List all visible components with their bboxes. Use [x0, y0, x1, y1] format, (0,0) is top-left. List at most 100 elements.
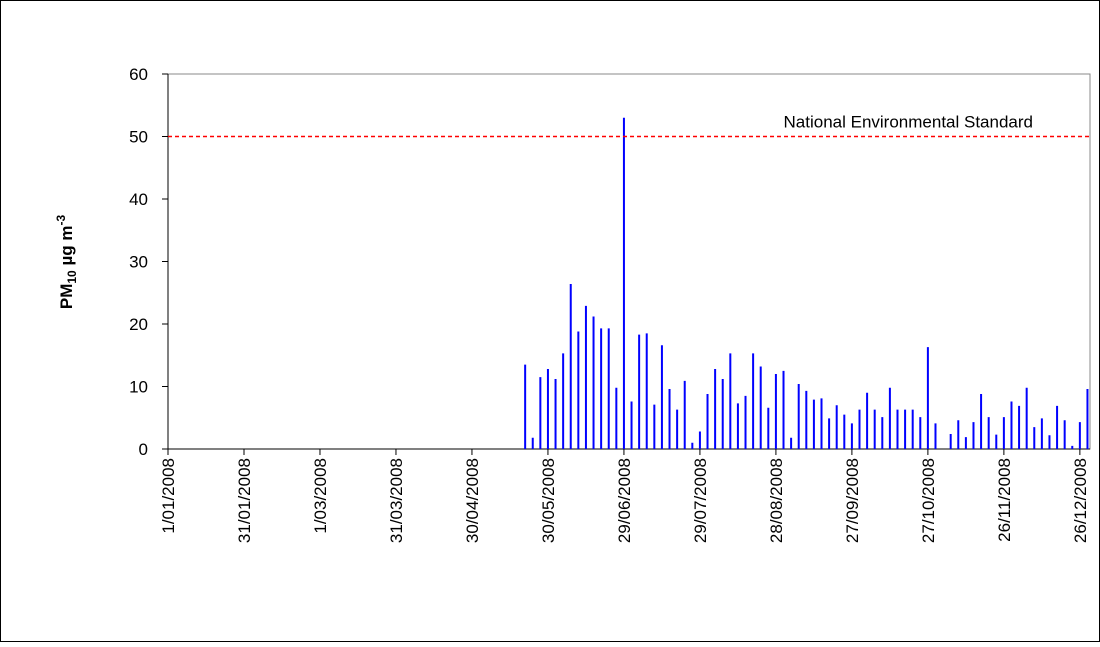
bar [622, 117, 625, 449]
bar [524, 364, 527, 449]
bar [980, 394, 983, 449]
bar [676, 409, 679, 449]
bar [752, 353, 755, 449]
bar [1040, 418, 1043, 449]
x-tick-label: 26/11/2008 [995, 458, 1014, 542]
bar [850, 423, 853, 449]
x-tick-label: 27/09/2008 [843, 458, 862, 543]
bar [964, 437, 967, 449]
x-tick-label: 1/03/2008 [311, 458, 330, 534]
bar [873, 409, 876, 449]
bar [736, 403, 739, 449]
bar [584, 305, 587, 449]
bar [706, 394, 709, 449]
bar [638, 334, 641, 449]
bar [1071, 445, 1074, 449]
y-tick-label: 20 [129, 315, 148, 334]
bar [554, 379, 557, 449]
x-tick-label: 31/01/2008 [235, 458, 254, 543]
x-tick-label: 30/04/2008 [463, 458, 482, 543]
bar [926, 347, 929, 449]
bar [919, 417, 922, 449]
bar [691, 442, 694, 449]
x-tick-label: 28/08/2008 [767, 458, 786, 543]
bar [805, 390, 808, 449]
bar [592, 316, 595, 449]
bar [562, 353, 565, 449]
bar [630, 401, 633, 449]
bar [1086, 389, 1089, 449]
bar [767, 407, 770, 449]
bar [729, 353, 732, 449]
y-tick-label: 10 [129, 378, 148, 397]
bar [607, 328, 610, 449]
bar [790, 437, 793, 449]
bar [744, 395, 747, 449]
bar [797, 384, 800, 449]
bar [1063, 420, 1066, 449]
bar [972, 422, 975, 449]
x-tick-label: 29/07/2008 [691, 458, 710, 543]
bar [721, 379, 724, 449]
y-tick-label: 40 [129, 190, 148, 209]
bar [615, 387, 618, 449]
y-label-main: PM [57, 284, 76, 310]
x-tick-label: 1/01/2008 [159, 458, 178, 534]
bar [546, 369, 549, 449]
bar [645, 333, 648, 449]
bar [896, 409, 899, 449]
y-label-sup: -3 [54, 215, 68, 226]
bar [987, 417, 990, 449]
bar [828, 418, 831, 449]
y-tick-label: 0 [139, 440, 148, 459]
bar [698, 431, 701, 449]
bar [759, 366, 762, 449]
bar [866, 392, 869, 449]
y-tick-label: 50 [129, 128, 148, 147]
bar [600, 328, 603, 449]
bar [888, 387, 891, 449]
bar [843, 414, 846, 449]
bar [957, 420, 960, 449]
y-tick-label: 30 [129, 253, 148, 272]
bar [995, 434, 998, 449]
bar [577, 331, 580, 449]
y-label-unit: µg m [57, 226, 76, 271]
bar [660, 345, 663, 449]
x-tick-label: 30/05/2008 [539, 458, 558, 543]
bar [1010, 401, 1013, 449]
bar [1078, 422, 1081, 449]
bar [539, 377, 542, 449]
bar [714, 369, 717, 449]
bar [668, 389, 671, 449]
bar [1018, 405, 1021, 449]
bar [531, 437, 534, 449]
bar [774, 374, 777, 449]
bar [911, 409, 914, 449]
bar [782, 370, 785, 449]
bar [820, 398, 823, 449]
bar [835, 405, 838, 449]
bar [904, 409, 907, 449]
bar [1002, 417, 1005, 449]
bar [934, 423, 937, 449]
bar [881, 417, 884, 449]
bar [812, 399, 815, 449]
x-tick-label: 27/10/2008 [919, 458, 938, 543]
y-label-sub: 10 [65, 270, 79, 284]
bar [949, 434, 952, 449]
x-tick-label: 26/12/2008 [1071, 458, 1090, 543]
bar [569, 284, 572, 449]
reference-label: National Environmental Standard [784, 113, 1033, 132]
x-tick-label: 29/06/2008 [615, 458, 634, 543]
bar [1033, 427, 1036, 449]
bar [653, 404, 656, 449]
bar [858, 409, 861, 449]
y-tick-label: 60 [129, 65, 148, 84]
bar [1025, 387, 1028, 449]
y-axis-label: PM10 µg m-3 [54, 215, 79, 310]
bar [683, 380, 686, 449]
x-tick-label: 31/03/2008 [387, 458, 406, 543]
